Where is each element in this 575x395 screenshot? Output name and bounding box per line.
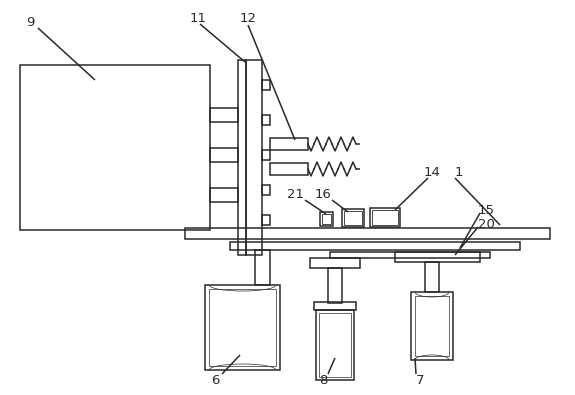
Bar	[209, 289, 276, 366]
Text: 9: 9	[26, 15, 34, 28]
Bar	[262, 115, 270, 125]
Text: 16: 16	[315, 188, 331, 201]
Bar	[270, 138, 308, 150]
Text: 7: 7	[416, 374, 424, 386]
Text: 8: 8	[319, 374, 327, 386]
Bar	[310, 258, 360, 268]
Bar	[395, 252, 480, 262]
Bar	[205, 285, 280, 370]
Bar	[320, 212, 333, 226]
Bar	[262, 150, 270, 160]
Bar	[319, 313, 351, 377]
Bar	[262, 80, 270, 90]
Bar	[20, 65, 210, 230]
Bar	[255, 250, 270, 285]
Bar	[425, 262, 439, 292]
Bar	[330, 252, 490, 258]
Bar	[342, 209, 364, 227]
Bar	[246, 60, 262, 255]
Bar	[185, 228, 550, 239]
Text: 15: 15	[477, 203, 494, 216]
Text: 6: 6	[211, 374, 219, 386]
Text: 21: 21	[288, 188, 305, 201]
Bar	[372, 210, 398, 225]
Bar	[262, 185, 270, 195]
Text: 11: 11	[190, 11, 206, 24]
Text: 14: 14	[424, 167, 440, 179]
Bar	[270, 163, 308, 175]
Bar	[210, 108, 238, 122]
Text: 20: 20	[478, 218, 494, 231]
Bar	[370, 208, 400, 227]
Bar	[322, 214, 331, 224]
Bar	[415, 296, 449, 356]
Text: 1: 1	[455, 167, 463, 179]
Bar	[314, 302, 356, 310]
Bar	[210, 188, 238, 202]
Bar	[230, 242, 520, 250]
Bar	[210, 148, 238, 162]
Bar	[316, 310, 354, 380]
Bar	[411, 292, 453, 360]
Bar	[238, 60, 246, 255]
Bar	[344, 211, 362, 225]
Bar	[262, 215, 270, 225]
Bar	[328, 268, 342, 303]
Text: 12: 12	[240, 11, 256, 24]
